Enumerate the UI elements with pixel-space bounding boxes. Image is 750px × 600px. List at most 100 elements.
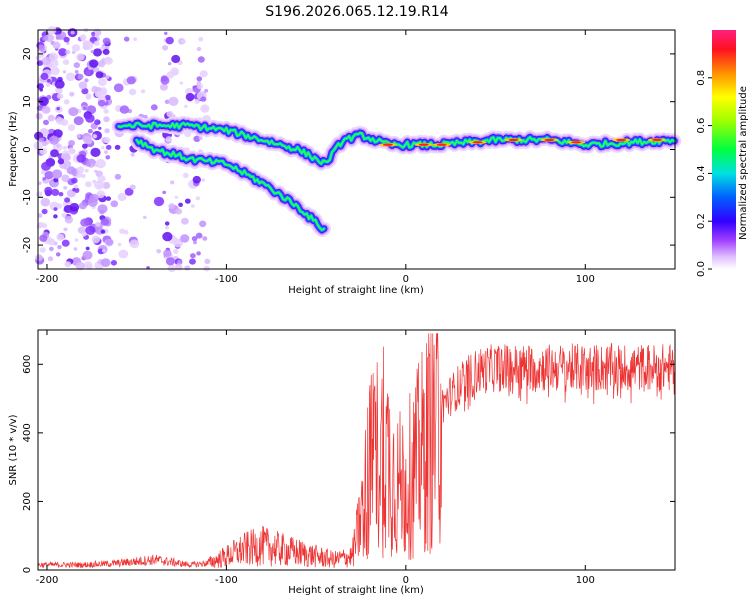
noise-blob: [196, 46, 202, 52]
noise-blob: [195, 196, 201, 201]
noise-blob: [193, 240, 197, 245]
noise-blob: [51, 169, 63, 179]
noise-blob: [64, 197, 71, 203]
noise-blob: [192, 175, 201, 184]
snr-xtick-label: -200: [36, 575, 59, 586]
noise-blob: [103, 116, 110, 123]
snr-ytick-label: 0: [22, 567, 33, 573]
noise-blob: [37, 213, 43, 218]
colorbar: 0.0 0.2 0.4 0.6 0.8 Normalized spectral ampl…: [696, 30, 749, 277]
noise-blob: [100, 218, 110, 226]
colorbar-tick-label: 0.4: [696, 165, 707, 181]
noise-blob: [194, 99, 200, 104]
spectrogram-ytick-label: -20: [22, 237, 33, 253]
noise-blob: [78, 81, 88, 90]
noise-blob: [80, 173, 86, 179]
noise-blob: [165, 136, 173, 143]
noise-blob: [153, 196, 165, 207]
noise-blob: [52, 41, 61, 49]
noise-blob: [76, 134, 81, 139]
noise-blob: [164, 99, 170, 105]
noise-blob: [77, 73, 84, 80]
noise-blob: [63, 166, 68, 170]
noise-blob: [51, 188, 60, 196]
noise-blob: [110, 200, 119, 208]
snr-ylabel: SNR (10 * v/v): [8, 414, 19, 485]
noise-blob: [204, 88, 209, 93]
noise-blob: [81, 232, 87, 237]
noise-blob: [193, 135, 201, 142]
noise-blob: [172, 69, 179, 76]
noise-blob: [166, 110, 174, 118]
noise-blob: [117, 192, 127, 202]
noise-blob: [143, 215, 147, 219]
colorbar-tick-label: 0.2: [696, 213, 707, 229]
noise-blob: [65, 49, 71, 55]
noise-blob: [199, 220, 207, 228]
noise-blob: [56, 107, 60, 111]
noise-blob: [85, 225, 96, 235]
noise-blob: [41, 105, 51, 114]
noise-blob: [81, 87, 89, 95]
noise-blob: [82, 250, 93, 260]
noise-blob: [63, 160, 72, 168]
noise-blob: [110, 260, 117, 266]
noise-blob: [98, 78, 107, 87]
spectrogram-xlabel: Height of straight line (km): [288, 285, 424, 296]
noise-blob: [95, 71, 104, 79]
noise-blob: [53, 214, 58, 219]
noise-blob: [47, 114, 55, 122]
noise-blob: [164, 225, 170, 230]
figure-title: S196.2026.065.12.19.R14: [265, 4, 448, 20]
colorbar-label: Normalized spectral amplitude: [738, 86, 749, 240]
noise-blob: [190, 204, 195, 208]
noise-blob: [165, 36, 174, 45]
ridge-hotspot-core: [508, 138, 519, 142]
noise-blob: [55, 117, 64, 125]
noise-blob: [180, 234, 190, 243]
noise-blob: [73, 247, 78, 251]
noise-blob: [90, 147, 101, 157]
noise-blob: [101, 249, 106, 253]
noise-blob: [35, 254, 43, 261]
noise-blob: [39, 247, 46, 253]
noise-blob: [200, 104, 210, 113]
noise-blob: [95, 158, 106, 169]
spectrogram-ytick-label: 10: [22, 95, 33, 108]
noise-blob: [175, 208, 183, 215]
noise-blob: [50, 149, 59, 158]
noise-blob: [128, 88, 137, 96]
noise-blob: [204, 258, 211, 264]
ridge-hotspot-core: [472, 141, 483, 144]
noise-blob: [98, 126, 102, 130]
noise-blob: [76, 53, 85, 61]
noise-blob: [150, 104, 158, 111]
noise-blob: [99, 209, 105, 215]
noise-blob: [179, 81, 184, 85]
noise-blob: [41, 161, 51, 171]
spectrogram-ytick-label: 20: [22, 48, 33, 61]
noise-blob: [195, 232, 203, 239]
noise-blob: [84, 168, 89, 173]
noise-blob: [74, 69, 79, 74]
noise-blob: [53, 129, 63, 138]
noise-blob: [56, 93, 64, 99]
noise-blob: [37, 44, 45, 52]
noise-blob: [191, 236, 198, 242]
noise-blob: [76, 166, 85, 174]
noise-blob: [129, 184, 136, 190]
noise-blob: [44, 186, 53, 195]
noise-blob: [68, 107, 79, 117]
noise-blob: [184, 265, 191, 271]
noise-blob: [69, 147, 73, 151]
noise-blob: [140, 89, 146, 94]
noise-blob: [58, 48, 67, 57]
noise-blob: [40, 197, 51, 207]
spectrogram-xtick-label: 0: [403, 274, 409, 285]
noise-blob: [54, 79, 65, 89]
noise-blob: [177, 259, 183, 265]
noise-blob: [198, 136, 203, 140]
noise-blob: [118, 249, 129, 259]
noise-blob: [57, 245, 62, 250]
